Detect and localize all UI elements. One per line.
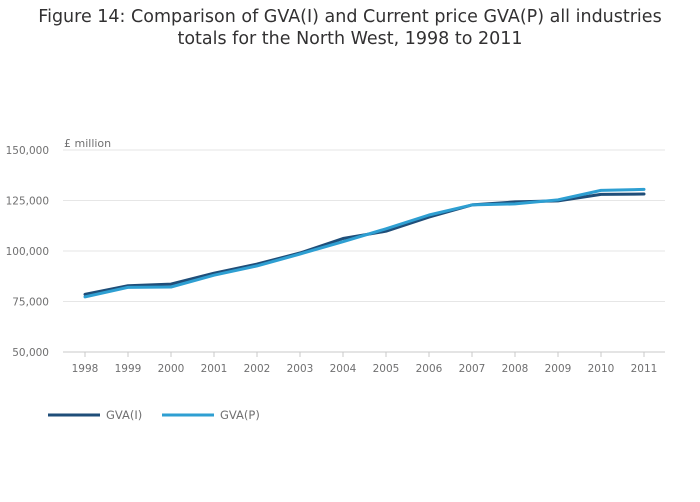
x-tick-label: 2004 — [330, 363, 357, 375]
series-line-gva-p — [83, 187, 646, 299]
x-tick-label: 2003 — [287, 363, 314, 375]
chart-title: Figure 14: Comparison of GVA(I) and Curr… — [0, 6, 700, 50]
gridlines — [63, 149, 665, 353]
x-tick-label: 1998 — [72, 363, 99, 375]
x-tick-label: 1999 — [115, 363, 142, 375]
series-lines — [83, 187, 646, 299]
y-axis-unit-label: £ million — [64, 137, 111, 150]
x-tick-label: 2008 — [502, 363, 529, 375]
x-tick-label: 2006 — [416, 363, 443, 375]
legend-label: GVA(P) — [220, 408, 260, 422]
x-tick-label: 2000 — [158, 363, 185, 375]
x-tick-label: 2010 — [588, 363, 615, 375]
x-tick-label: 2009 — [545, 363, 572, 375]
legend: GVA(I) GVA(P) — [48, 408, 260, 422]
y-axis-tick-labels: 50,000 75,000 100,000 125,000 150,000 — [6, 145, 49, 359]
y-tick-label: 50,000 — [12, 347, 49, 359]
x-tick-label: 2001 — [201, 363, 228, 375]
y-tick-label: 150,000 — [6, 145, 49, 157]
x-tick-label: 2007 — [459, 363, 486, 375]
y-tick-label: 100,000 — [6, 246, 49, 258]
x-tick-label: 2002 — [244, 363, 271, 375]
x-axis-tick-labels: 1998 1999 2000 2001 2002 2003 2004 2005 2006 2007… — [72, 352, 658, 375]
chart-title-line-1: Figure 14: Comparison of GVA(I) and Curr… — [38, 7, 662, 27]
y-tick-label: 125,000 — [6, 196, 49, 208]
chart-title-line-2: totals for the North West, 1998 to 2011 — [177, 29, 523, 49]
legend-label: GVA(I) — [106, 408, 142, 422]
x-tick-label: 2005 — [373, 363, 400, 375]
series-line-gva-i — [83, 192, 646, 296]
y-tick-label: 75,000 — [12, 297, 49, 309]
x-tick-label: 2011 — [631, 363, 658, 375]
